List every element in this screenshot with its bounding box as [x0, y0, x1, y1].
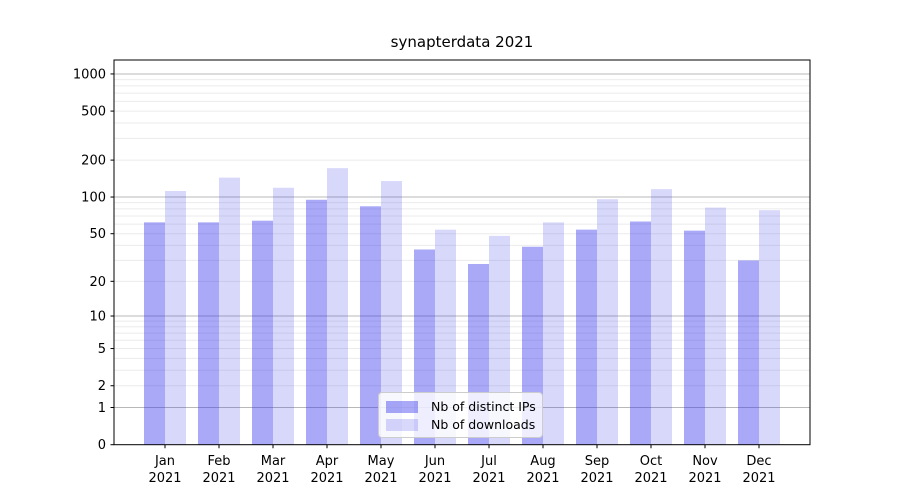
- x-tick-label-year: 2021: [688, 471, 721, 486]
- y-tick-label: 500: [81, 105, 106, 120]
- legend-swatch-distinct-ips: [386, 400, 418, 413]
- y-tick-label: 0: [98, 438, 106, 453]
- bar-nb-of-downloads-jan: [165, 191, 186, 445]
- x-tick-label-year: 2021: [580, 471, 613, 486]
- legend-item-downloads: Nb of downloads: [386, 416, 536, 433]
- axes-frame: [113, 59, 811, 446]
- x-tick-label-year: 2021: [202, 471, 235, 486]
- x-tick-label-year: 2021: [148, 471, 181, 486]
- x-tick-label-year: 2021: [418, 471, 451, 486]
- y-tick-label: 200: [81, 154, 106, 169]
- bar-nb-of-downloads-aug: [543, 222, 564, 445]
- bar-nb-of-downloads-feb: [219, 177, 240, 445]
- y-tick-label: 10: [89, 310, 106, 325]
- y-tick-label: 20: [89, 275, 106, 290]
- y-tick-label: 1: [98, 401, 106, 416]
- bar-nb-of-downloads-mar: [273, 187, 294, 445]
- x-tick-label-month: Oct: [640, 454, 662, 469]
- bar-nb-of-distinct-ips-apr: [306, 199, 327, 445]
- bar-nb-of-downloads-sep: [597, 199, 618, 445]
- bar-nb-of-distinct-ips-feb: [198, 222, 219, 445]
- bar-nb-of-distinct-ips-sep: [576, 229, 597, 445]
- bar-nb-of-downloads-jun: [435, 229, 456, 445]
- legend: Nb of distinct IPs Nb of downloads: [378, 392, 543, 438]
- x-tick-label-month: Feb: [207, 454, 230, 469]
- x-tick-label-year: 2021: [742, 471, 775, 486]
- y-tick-label: 5: [98, 342, 106, 357]
- bar-nb-of-downloads-dec: [759, 210, 780, 445]
- y-tick-label: 1000: [73, 67, 106, 82]
- legend-item-distinct-ips: Nb of distinct IPs: [386, 398, 536, 415]
- bar-nb-of-downloads-apr: [327, 168, 348, 445]
- y-tick-label: 2: [98, 379, 106, 394]
- x-tick-label-month: Apr: [316, 454, 339, 469]
- x-tick-label-month: Jul: [480, 454, 497, 469]
- y-tick-label: 100: [81, 191, 106, 206]
- legend-label-distinct-ips: Nb of distinct IPs: [431, 399, 536, 414]
- bar-nb-of-distinct-ips-may: [360, 206, 381, 445]
- bar-nb-of-distinct-ips-nov: [684, 230, 705, 445]
- x-tick-label-year: 2021: [310, 471, 343, 486]
- bar-nb-of-downloads-may: [381, 181, 402, 445]
- x-tick-label-month: Dec: [746, 454, 771, 469]
- bar-nb-of-distinct-ips-oct: [630, 221, 651, 445]
- x-tick-label-month: May: [368, 454, 395, 469]
- bar-nb-of-downloads-oct: [651, 189, 672, 445]
- x-tick-label-year: 2021: [526, 471, 559, 486]
- x-tick-label-year: 2021: [256, 471, 289, 486]
- x-tick-label-month: Sep: [585, 454, 610, 469]
- x-tick-label-month: Jun: [424, 454, 445, 469]
- chart-title: synapterdata 2021: [390, 33, 534, 51]
- bar-nb-of-distinct-ips-mar: [252, 220, 273, 445]
- legend-swatch-downloads: [386, 418, 418, 431]
- x-tick-label-year: 2021: [364, 471, 397, 486]
- x-tick-label-month: Nov: [692, 454, 718, 469]
- x-tick-label-month: Aug: [530, 454, 555, 469]
- bar-nb-of-distinct-ips-jan: [144, 222, 165, 445]
- x-tick-label-year: 2021: [472, 471, 505, 486]
- y-tick-label: 50: [89, 227, 106, 242]
- x-tick-label-year: 2021: [634, 471, 667, 486]
- x-tick-label-month: Mar: [261, 454, 286, 469]
- legend-label-downloads: Nb of downloads: [431, 417, 536, 432]
- bar-nb-of-distinct-ips-dec: [738, 260, 759, 445]
- x-tick-label-month: Jan: [154, 454, 175, 469]
- bar-nb-of-downloads-nov: [705, 207, 726, 445]
